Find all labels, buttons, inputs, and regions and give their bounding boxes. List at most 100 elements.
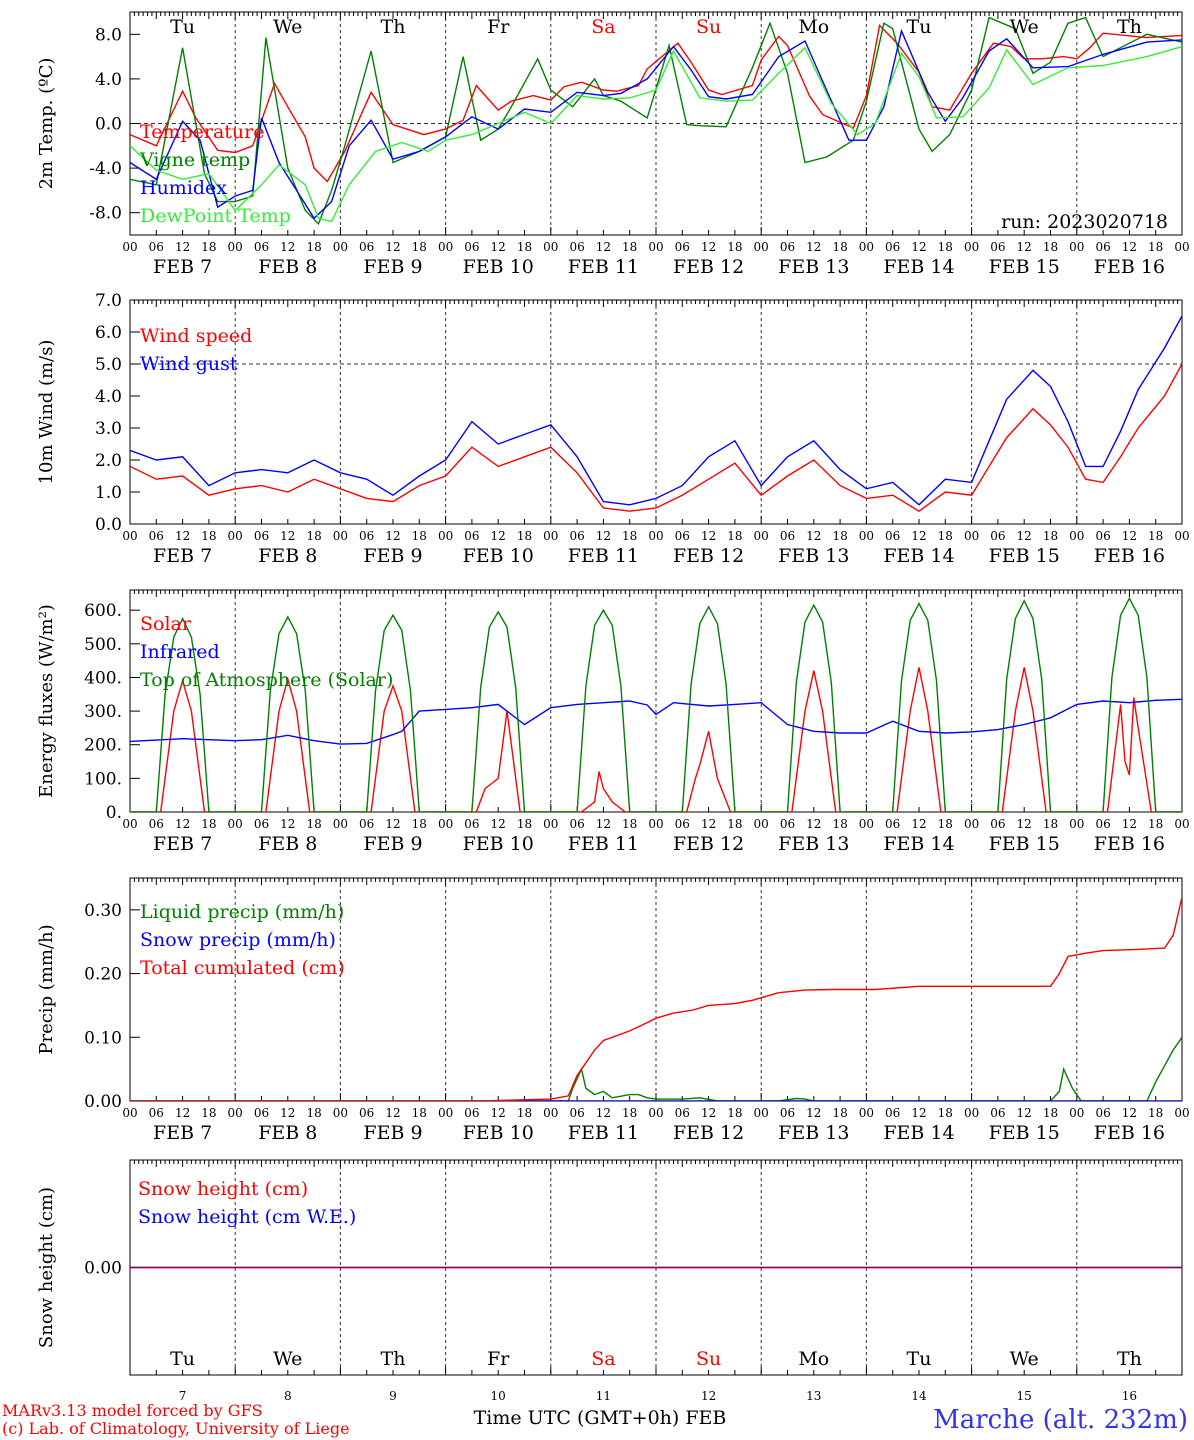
hour-tick-label: 06	[885, 529, 900, 543]
y-tick-label: 4.0	[95, 387, 122, 407]
hour-tick-label: 00	[648, 817, 663, 831]
y-axis-label: 10m Wind (m/s)	[36, 340, 57, 485]
series-line-top-of-atmosphere-solar-	[130, 596, 1182, 812]
hour-tick-label: 18	[306, 1106, 321, 1120]
date-label: FEB 16	[1094, 256, 1165, 278]
hour-tick-label: 12	[806, 529, 821, 543]
hour-tick-label: 00	[859, 240, 874, 254]
series-line-solar	[130, 667, 1182, 812]
date-label: FEB 7	[153, 545, 212, 567]
hour-tick-label: 12	[385, 817, 400, 831]
hour-tick-label: 18	[412, 240, 427, 254]
hour-tick-label: 06	[569, 529, 584, 543]
series-line-infrared	[130, 698, 1182, 745]
hour-tick-label: 06	[149, 240, 164, 254]
y-tick-label: 2.0	[95, 451, 122, 471]
date-number-label: 13	[806, 1389, 821, 1403]
hour-tick-label: 12	[1017, 529, 1032, 543]
legend-entry: Snow height (cm W.E.)	[138, 1206, 356, 1228]
y-tick-label: 3.0	[95, 419, 122, 439]
hour-tick-label: 12	[1122, 240, 1137, 254]
y-tick-label: 0.	[106, 803, 122, 823]
hour-tick-label: 00	[228, 240, 243, 254]
hour-tick-label: 00	[122, 1106, 137, 1120]
y-tick-label: 400.	[84, 668, 122, 688]
hour-tick-label: 18	[306, 529, 321, 543]
hour-tick-label: 00	[1069, 1106, 1084, 1120]
date-number-label: 16	[1122, 1389, 1137, 1403]
day-of-week-label: We	[1010, 16, 1039, 38]
hour-tick-label: 00	[1174, 1106, 1189, 1120]
hour-tick-label: 06	[990, 529, 1005, 543]
date-label: FEB 9	[363, 833, 422, 855]
hour-tick-label: 12	[806, 817, 821, 831]
hour-tick-label: 06	[990, 1106, 1005, 1120]
hour-tick-label: 00	[122, 817, 137, 831]
legend-entry: Humidex	[140, 177, 227, 199]
date-label: FEB 8	[258, 833, 317, 855]
hour-tick-label: 18	[1043, 240, 1058, 254]
y-axis-label: Energy fluxes (W/m²)	[36, 604, 57, 798]
legend-entry: Wind gust	[140, 353, 238, 375]
hour-tick-label: 06	[149, 1106, 164, 1120]
footer-lab: (c) Lab. of Climatology, University of L…	[2, 1419, 350, 1438]
y-tick-label: 100.	[84, 769, 122, 789]
hour-tick-label: 00	[964, 817, 979, 831]
date-label: FEB 16	[1094, 833, 1165, 855]
series-line-temperature	[130, 23, 1182, 183]
hour-tick-label: 18	[622, 1106, 637, 1120]
hour-tick-label: 00	[543, 817, 558, 831]
hour-tick-label: 12	[596, 817, 611, 831]
hour-tick-label: 12	[701, 240, 716, 254]
day-of-week-label: Tu	[907, 1348, 932, 1370]
date-label: FEB 11	[568, 545, 639, 567]
hour-tick-label: 18	[832, 240, 847, 254]
run-label: run: 2023020718	[1001, 211, 1168, 233]
y-tick-label: 5.0	[95, 355, 122, 375]
date-label: FEB 15	[989, 833, 1060, 855]
hour-tick-label: 12	[1017, 240, 1032, 254]
hour-tick-label: 06	[675, 529, 690, 543]
hour-tick-label: 00	[648, 240, 663, 254]
hour-tick-label: 00	[859, 817, 874, 831]
hour-tick-label: 06	[464, 1106, 479, 1120]
y-tick-label: -4.0	[89, 159, 122, 179]
date-label: FEB 12	[673, 833, 744, 855]
date-number-label: 10	[491, 1389, 506, 1403]
hour-tick-label: 18	[622, 817, 637, 831]
date-label: FEB 10	[463, 256, 534, 278]
hour-tick-label: 06	[1095, 1106, 1110, 1120]
hour-tick-label: 18	[727, 529, 742, 543]
hour-tick-label: 00	[438, 1106, 453, 1120]
series-line-dewpoint-temp	[130, 45, 1182, 223]
hour-tick-label: 00	[859, 1106, 874, 1120]
y-axis-label: Precip (mm/h)	[36, 924, 57, 1054]
hour-tick-label: 06	[1095, 529, 1110, 543]
hour-tick-label: 18	[517, 1106, 532, 1120]
y-tick-label: 0.0	[95, 115, 122, 135]
date-label: FEB 11	[568, 1122, 639, 1144]
hour-tick-label: 12	[280, 529, 295, 543]
hour-tick-label: 06	[780, 240, 795, 254]
day-of-week-label: Sa	[591, 1348, 615, 1370]
hour-tick-label: 12	[175, 1106, 190, 1120]
hour-tick-label: 00	[228, 817, 243, 831]
day-of-week-label: Tu	[170, 16, 195, 38]
hour-tick-label: 18	[201, 1106, 216, 1120]
hour-tick-label: 12	[175, 240, 190, 254]
day-of-week-label: We	[273, 1348, 302, 1370]
hour-tick-label: 12	[806, 1106, 821, 1120]
hour-tick-label: 12	[280, 1106, 295, 1120]
hour-tick-label: 12	[491, 240, 506, 254]
series-line-liquid-precip-mm-h-	[130, 1036, 1182, 1101]
hour-tick-label: 18	[1043, 529, 1058, 543]
date-label: FEB 14	[883, 545, 954, 567]
date-label: FEB 15	[989, 1122, 1060, 1144]
hour-tick-label: 00	[438, 529, 453, 543]
day-of-week-label: Tu	[907, 16, 932, 38]
hour-tick-label: 00	[1069, 529, 1084, 543]
hour-tick-label: 06	[885, 817, 900, 831]
legend-entry: Liquid precip (mm/h)	[140, 901, 344, 923]
y-tick-label: 200.	[84, 736, 122, 756]
